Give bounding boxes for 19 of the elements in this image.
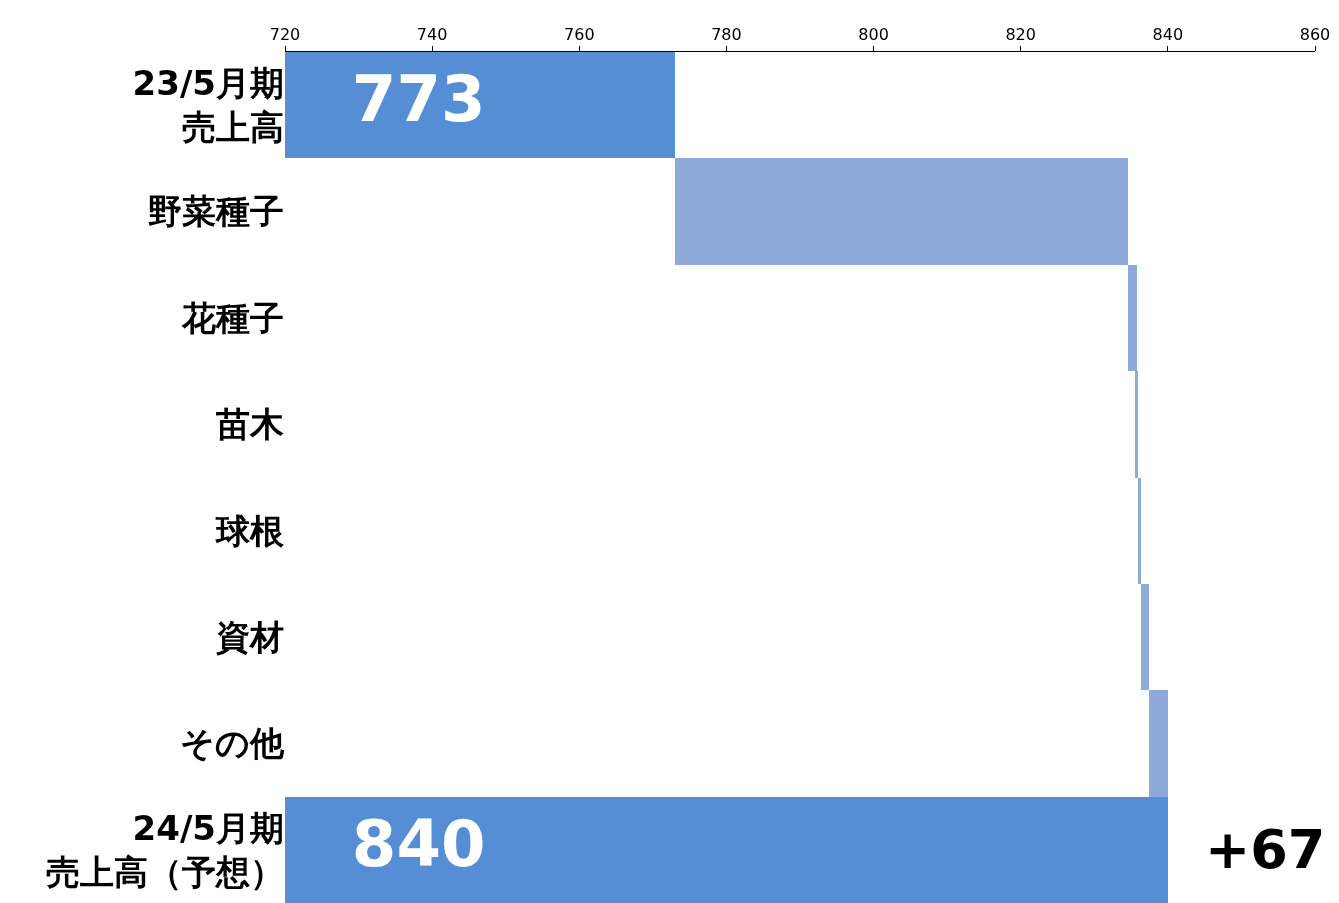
x-tick-label: 860 xyxy=(1299,24,1331,44)
x-tick-label: 720 xyxy=(269,24,301,44)
annotation: +67 xyxy=(1205,818,1326,881)
x-tick-label: 760 xyxy=(564,24,595,44)
x-tick-label: 780 xyxy=(711,24,742,44)
y-tick-label: 花種子 xyxy=(181,297,284,338)
y-tick-label: その他 xyxy=(180,723,285,764)
x-tick-label: 740 xyxy=(416,24,448,44)
y-tick-label: 苗木 xyxy=(215,404,284,445)
x-tick-label: 840 xyxy=(1152,24,1184,44)
y-tick-label: 資材 xyxy=(215,616,284,657)
data-label: 773 xyxy=(285,62,486,137)
x-tick-label: 820 xyxy=(1005,24,1036,44)
y-tick-label: 23/5月期売上高 xyxy=(132,62,284,148)
y-tick-label: 野菜種子 xyxy=(148,191,284,232)
y-tick-label: 24/5月期売上高（予想） xyxy=(46,807,284,892)
x-tick-label: 800 xyxy=(858,24,889,44)
y-tick-label: 球根 xyxy=(215,510,285,551)
data-label: 840 xyxy=(285,806,486,881)
